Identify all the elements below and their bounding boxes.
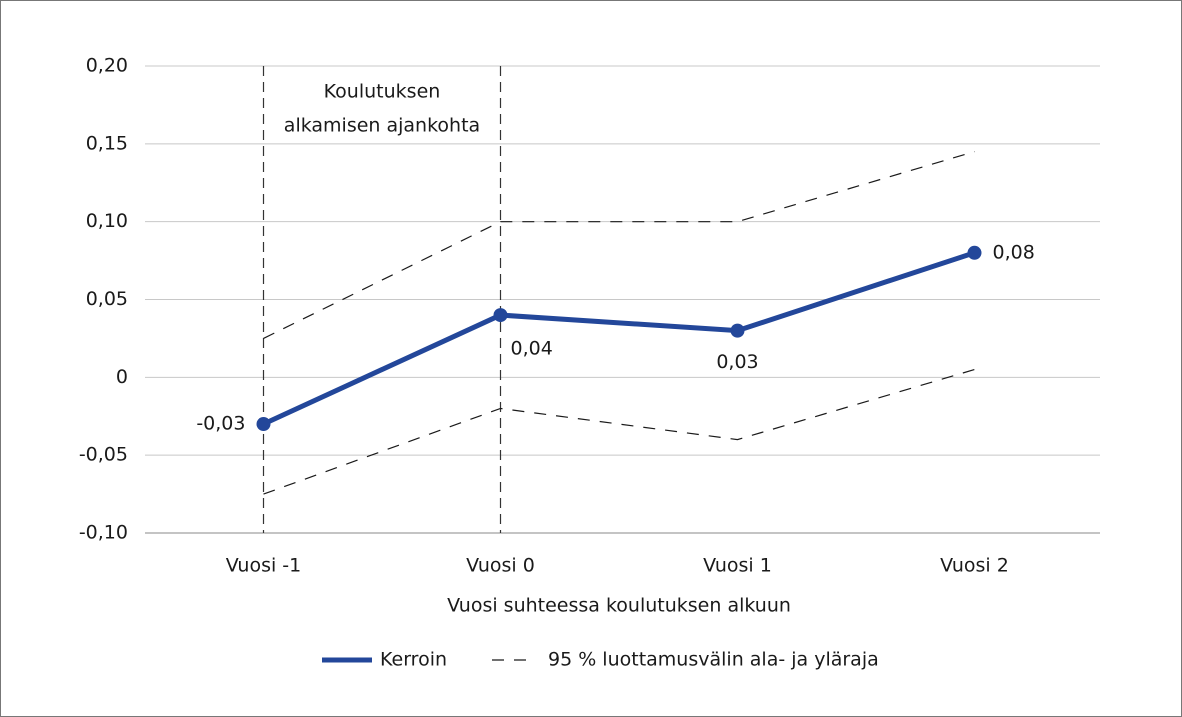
annotation-text: alkamisen ajankohta <box>284 115 480 137</box>
y-tick-label: -0,05 <box>79 444 128 466</box>
point <box>256 417 271 432</box>
point <box>967 245 982 260</box>
ci-line <box>263 368 975 495</box>
legend-label: Kerroin <box>380 649 447 671</box>
point <box>493 308 508 323</box>
y-tick-label: 0,05 <box>86 288 128 310</box>
y-tick-label: 0,10 <box>86 210 128 232</box>
y-tick-label: 0,15 <box>86 132 128 154</box>
data-label: 0,04 <box>511 338 553 360</box>
y-tick-label: -0,10 <box>79 522 128 544</box>
legend-label: 95 % luottamusvälin ala- ja yläraja <box>548 649 879 671</box>
y-tick-label: 0 <box>116 366 128 388</box>
data-label: 0,08 <box>993 241 1035 263</box>
x-tick-label: Vuosi 2 <box>940 555 1009 577</box>
x-tick-label: Vuosi 1 <box>703 555 772 577</box>
annotation-text: Koulutuksen <box>324 81 441 103</box>
data-label: -0,03 <box>196 413 245 435</box>
ci-line <box>263 151 975 339</box>
x-axis-label: Vuosi suhteessa koulutuksen alkuun <box>447 595 791 617</box>
data-label: 0,03 <box>716 351 758 373</box>
y-tick-label: 0,20 <box>86 55 128 77</box>
series-line <box>262 250 976 427</box>
x-tick-label: Vuosi 0 <box>466 555 535 577</box>
x-tick-label: Vuosi -1 <box>226 555 302 577</box>
point <box>730 323 745 338</box>
